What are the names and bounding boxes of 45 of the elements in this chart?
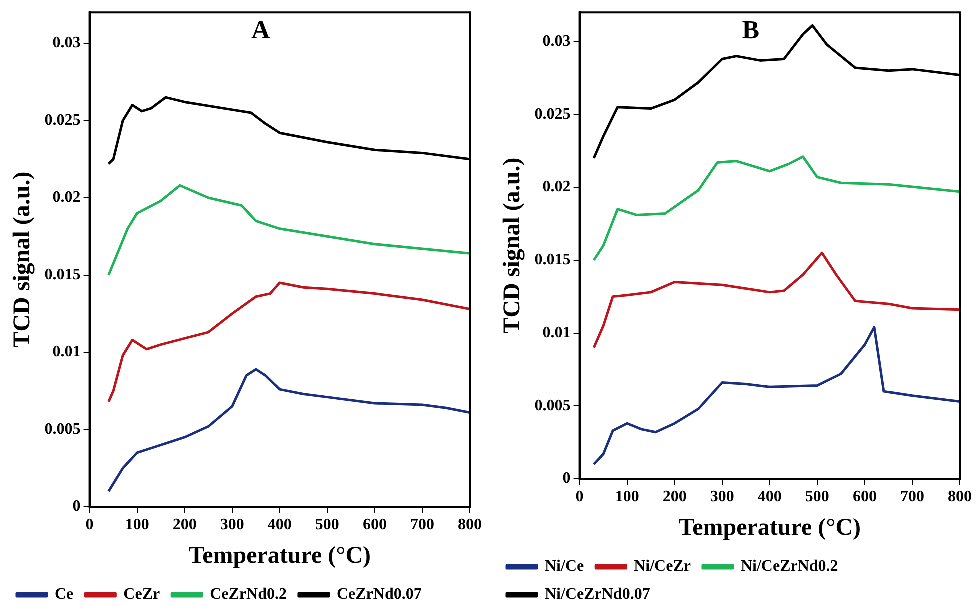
x-tick-label: 600: [362, 516, 387, 534]
x-tick-label: 800: [458, 516, 482, 534]
y-tick-label: 0.03: [542, 32, 571, 50]
annotation: A: [252, 15, 270, 44]
legend-label: Ni/CeZrNd0.07: [545, 586, 650, 604]
legend-label: CeZr: [124, 586, 160, 604]
x-tick-label: 300: [710, 488, 734, 506]
y-tick-label: 0.005: [534, 397, 571, 414]
legend-label: Ni/CeZr: [634, 558, 691, 576]
y-axis-title: TCD signal (a.u.): [500, 158, 526, 334]
x-axis-title: Temperature (°C): [188, 542, 372, 569]
y-tick-label: 0.02: [52, 189, 81, 206]
y-tick-label: 0.015: [44, 266, 81, 284]
y-tick-label: 0.03: [52, 34, 81, 52]
y-tick-label: 0: [562, 470, 571, 488]
legend-label: Ni/Ce: [545, 558, 584, 576]
y-tick-label: 0.01: [52, 344, 81, 361]
y-tick-label: 0.015: [534, 252, 571, 269]
y-tick-label: 0.005: [44, 420, 81, 438]
x-tick-label: 500: [805, 488, 830, 506]
x-tick-label: 200: [172, 516, 197, 534]
annotation: B: [742, 15, 760, 44]
x-tick-label: 300: [220, 516, 244, 534]
x-tick-label: 800: [948, 488, 972, 506]
y-tick-label: 0.01: [542, 324, 571, 342]
y-axis-title: TCD signal (a.u.): [10, 172, 36, 348]
x-tick-label: 700: [410, 516, 434, 534]
y-tick-label: 0.025: [534, 106, 571, 123]
legend-label: CeZrNd0.2: [210, 586, 287, 604]
x-tick-label: 700: [900, 488, 924, 506]
x-tick-label: 200: [662, 488, 687, 506]
legend-label: CeZrNd0.07: [336, 586, 422, 604]
x-axis-title: Temperature (°C): [678, 514, 862, 541]
x-tick-label: 400: [758, 488, 782, 506]
legend-label: Ni/CeZrNd0.2: [740, 558, 838, 576]
x-tick-label: 600: [852, 488, 877, 506]
y-tick-label: 0.02: [542, 178, 571, 196]
x-tick-label: 500: [315, 516, 340, 534]
legend-label: Ce: [55, 586, 74, 604]
x-tick-label: 400: [268, 516, 292, 534]
y-tick-label: 0.025: [44, 112, 81, 129]
x-tick-label: 100: [615, 488, 640, 506]
x-tick-label: 0: [86, 516, 94, 534]
x-tick-label: 100: [125, 516, 150, 534]
x-tick-label: 0: [576, 488, 584, 506]
